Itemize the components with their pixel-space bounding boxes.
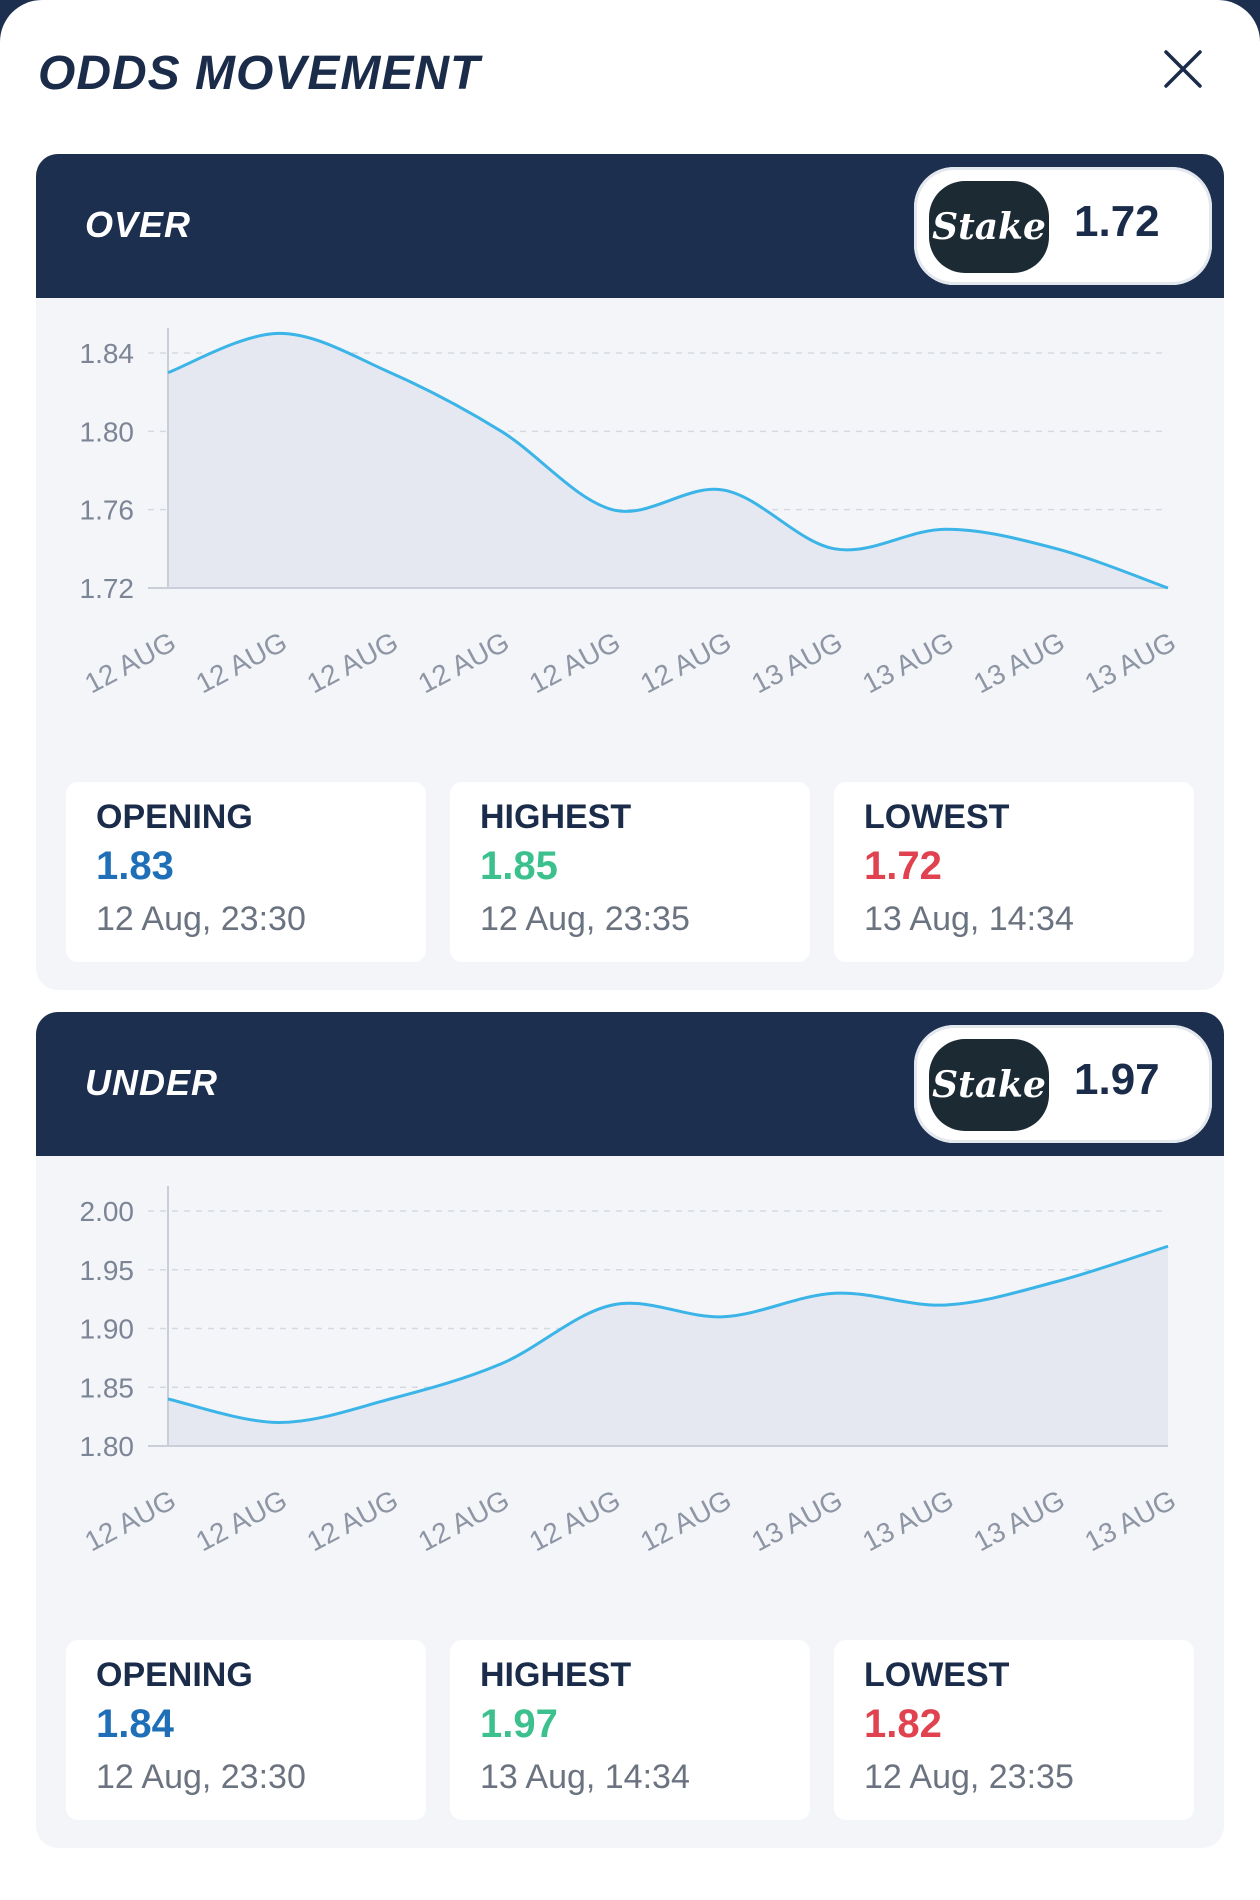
stat-highest: HIGHEST 1.85 12 Aug, 23:35: [450, 782, 810, 962]
x-tick-label: 13 AUG: [1080, 626, 1181, 699]
stat-highest: HIGHEST 1.97 13 Aug, 14:34: [450, 1640, 810, 1820]
stat-value: 1.83: [96, 844, 174, 888]
stat-value: 1.72: [864, 844, 942, 888]
stat-opening: OPENING 1.83 12 Aug, 23:30: [66, 782, 426, 962]
x-tick-label: 13 AUG: [1080, 1484, 1181, 1557]
market-card-over: OVER Stake 1.72 1.84 1.80 1.76 1.72 12 AUG 12…: [36, 154, 1224, 990]
odds-line: [167, 331, 1169, 590]
odds-line: [167, 1244, 1169, 1425]
stat-value: 1.85: [480, 844, 558, 888]
stat-time: 12 Aug, 23:30: [96, 1758, 306, 1796]
y-tick-label: 1.90: [80, 1314, 135, 1345]
stat-value: 1.84: [96, 1702, 174, 1746]
stat-time: 12 Aug, 23:30: [96, 900, 306, 938]
x-tick-label: 12 AUG: [524, 1484, 625, 1557]
stat-label: OPENING: [96, 798, 253, 836]
stat-opening: OPENING 1.84 12 Aug, 23:30: [66, 1640, 426, 1820]
x-tick-label: 13 AUG: [746, 626, 847, 699]
stat-value: 1.97: [480, 1702, 558, 1746]
x-tick-label: 12 AUG: [302, 626, 403, 699]
y-tick-label: 1.80: [80, 416, 135, 447]
close-icon: [1164, 50, 1202, 88]
stat-time: 13 Aug, 14:34: [864, 900, 1074, 938]
stat-lowest: LOWEST 1.82 12 Aug, 23:35: [834, 1640, 1194, 1820]
bookmaker-odds-button[interactable]: Stake 1.72: [914, 167, 1212, 285]
x-tick-label: 12 AUG: [80, 1484, 181, 1557]
market-label: UNDER: [85, 1062, 219, 1103]
y-tick-label: 1.80: [80, 1431, 135, 1462]
x-tick-label: 13 AUG: [746, 1484, 847, 1557]
stat-label: LOWEST: [864, 1656, 1010, 1694]
modal-title: ODDS MOVEMENT: [38, 47, 481, 100]
stat-label: LOWEST: [864, 798, 1010, 836]
y-tick-label: 1.85: [80, 1372, 135, 1403]
stat-time: 12 Aug, 23:35: [864, 1758, 1074, 1796]
close-button[interactable]: [1160, 46, 1206, 92]
area-fill: [168, 1246, 1168, 1446]
x-tick-label: 13 AUG: [857, 1484, 958, 1557]
stake-logo: Stake: [929, 1039, 1049, 1131]
x-tick-label: 13 AUG: [969, 1484, 1070, 1557]
current-odds: 1.72: [1074, 197, 1160, 246]
y-tick-label: 2.00: [80, 1196, 135, 1227]
bookmaker-odds-button[interactable]: Stake 1.97: [914, 1025, 1212, 1143]
x-tick-label: 13 AUG: [969, 626, 1070, 699]
x-tick-label: 12 AUG: [524, 626, 625, 699]
y-tick-label: 1.95: [80, 1255, 135, 1286]
current-odds: 1.97: [1074, 1055, 1160, 1104]
x-tick-label: 12 AUG: [191, 626, 292, 699]
market-header: UNDER Stake 1.97: [36, 1012, 1224, 1156]
market-header: OVER Stake 1.72: [36, 154, 1224, 298]
x-tick-label: 12 AUG: [191, 1484, 292, 1557]
market-label: OVER: [85, 204, 192, 245]
stat-time: 12 Aug, 23:35: [480, 900, 690, 938]
stat-label: OPENING: [96, 1656, 253, 1694]
y-tick-label: 1.84: [80, 338, 135, 369]
x-tick-label: 12 AUG: [302, 1484, 403, 1557]
x-tick-label: 12 AUG: [413, 1484, 514, 1557]
y-tick-label: 1.72: [80, 573, 135, 604]
area-fill: [168, 333, 1168, 588]
stat-label: HIGHEST: [480, 798, 632, 836]
y-tick-label: 1.76: [80, 495, 135, 526]
stat-time: 13 Aug, 14:34: [480, 1758, 690, 1796]
x-tick-label: 12 AUG: [635, 626, 736, 699]
x-tick-label: 12 AUG: [413, 626, 514, 699]
x-tick-label: 12 AUG: [80, 626, 181, 699]
stat-lowest: LOWEST 1.72 13 Aug, 14:34: [834, 782, 1194, 962]
x-tick-label: 12 AUG: [635, 1484, 736, 1557]
stat-value: 1.82: [864, 1702, 942, 1746]
stake-logo: Stake: [929, 181, 1049, 273]
market-card-under: UNDER Stake 1.97 2.00 1.95 1.90 1.85 1.80 12 …: [36, 1012, 1224, 1848]
x-tick-label: 13 AUG: [857, 626, 958, 699]
stat-label: HIGHEST: [480, 1656, 632, 1694]
